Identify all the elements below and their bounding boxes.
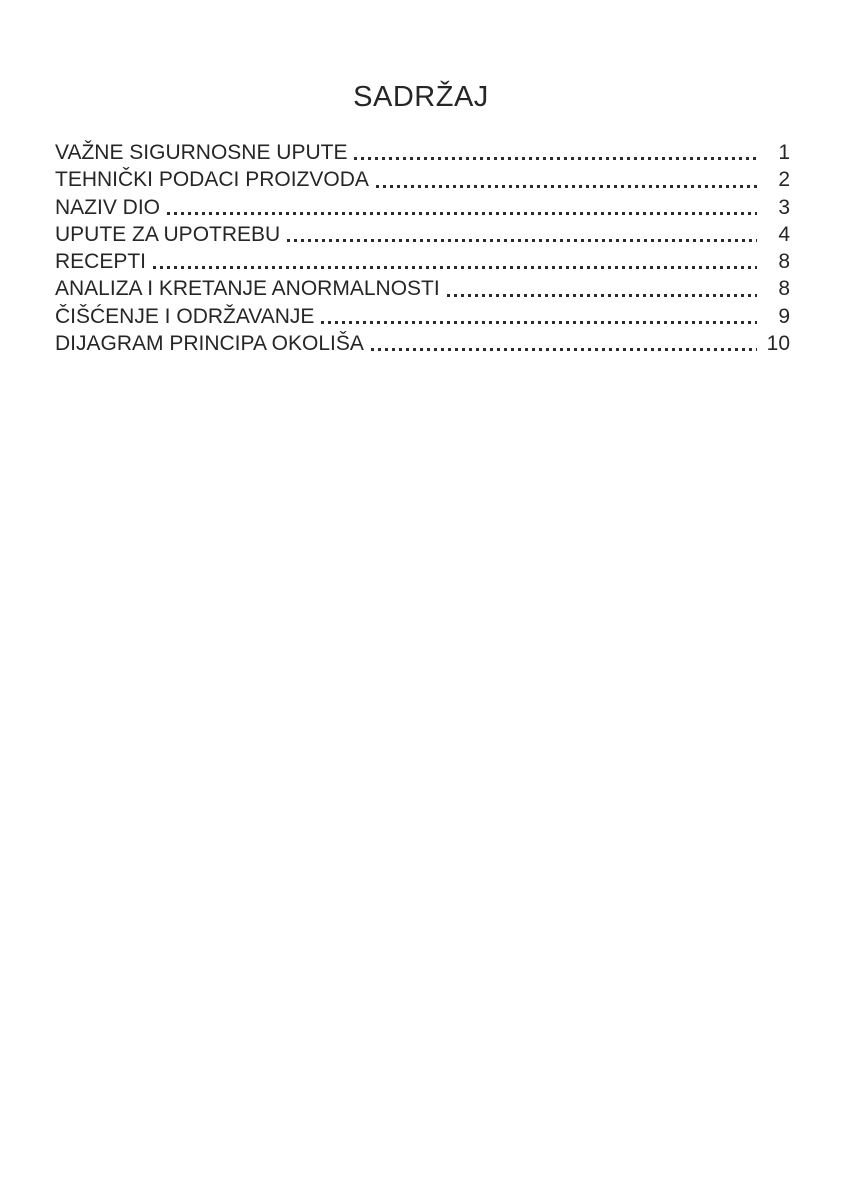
toc-entry: UPUTE ZA UPOTREBU 4 bbox=[55, 221, 790, 248]
table-of-contents: VAŽNE SIGURNOSNE UPUTE 1 TEHNIČKI PODACI… bbox=[0, 139, 842, 357]
toc-entry: DIJAGRAM PRINCIPA OKOLIŠA 10 bbox=[55, 330, 790, 357]
toc-entry-page-number: 4 bbox=[778, 222, 790, 246]
toc-entry-page-number: 10 bbox=[766, 332, 790, 356]
dot-leader bbox=[446, 293, 757, 297]
toc-entry: RECEPTI 8 bbox=[55, 248, 790, 275]
toc-entry-label: NAZIV DIO bbox=[55, 195, 161, 219]
toc-entry-label: ČIŠĆENJE I ODRŽAVANJE bbox=[55, 304, 315, 328]
toc-entry-page-number: 9 bbox=[778, 304, 790, 328]
toc-entry-page-number: 8 bbox=[778, 250, 790, 274]
toc-entry-page-number: 1 bbox=[778, 141, 790, 164]
toc-entry-label: TEHNIČKI PODACI PROIZVODA bbox=[55, 168, 369, 192]
dot-leader bbox=[354, 157, 757, 161]
dot-leader bbox=[321, 321, 757, 325]
toc-entry: NAZIV DIO 3 bbox=[55, 194, 790, 221]
toc-entry-page-number: 2 bbox=[778, 168, 790, 192]
toc-entry: TEHNIČKI PODACI PROIZVODA 2 bbox=[55, 166, 790, 193]
dot-leader bbox=[287, 239, 757, 243]
toc-entry-label: UPUTE ZA UPOTREBU bbox=[55, 222, 281, 246]
toc-entry-label: RECEPTI bbox=[55, 250, 147, 274]
toc-entry-label: VAŽNE SIGURNOSNE UPUTE bbox=[55, 141, 348, 164]
toc-entry-page-number: 3 bbox=[778, 195, 790, 219]
toc-entry-label: ANALIZA I KRETANJE ANORMALNOSTI bbox=[55, 277, 440, 301]
dot-leader bbox=[370, 348, 757, 352]
toc-entry: ČIŠĆENJE I ODRŽAVANJE 9 bbox=[55, 303, 790, 330]
toc-entry: VAŽNE SIGURNOSNE UPUTE 1 bbox=[55, 139, 790, 166]
toc-entry-label: DIJAGRAM PRINCIPA OKOLIŠA bbox=[55, 332, 364, 356]
page-title: SADRŽAJ bbox=[353, 81, 489, 113]
dot-leader bbox=[153, 266, 757, 270]
toc-entry: ANALIZA I KRETANJE ANORMALNOSTI 8 bbox=[55, 275, 790, 302]
dot-leader bbox=[375, 184, 757, 188]
dot-leader bbox=[167, 211, 757, 215]
toc-entry-page-number: 8 bbox=[778, 277, 790, 301]
